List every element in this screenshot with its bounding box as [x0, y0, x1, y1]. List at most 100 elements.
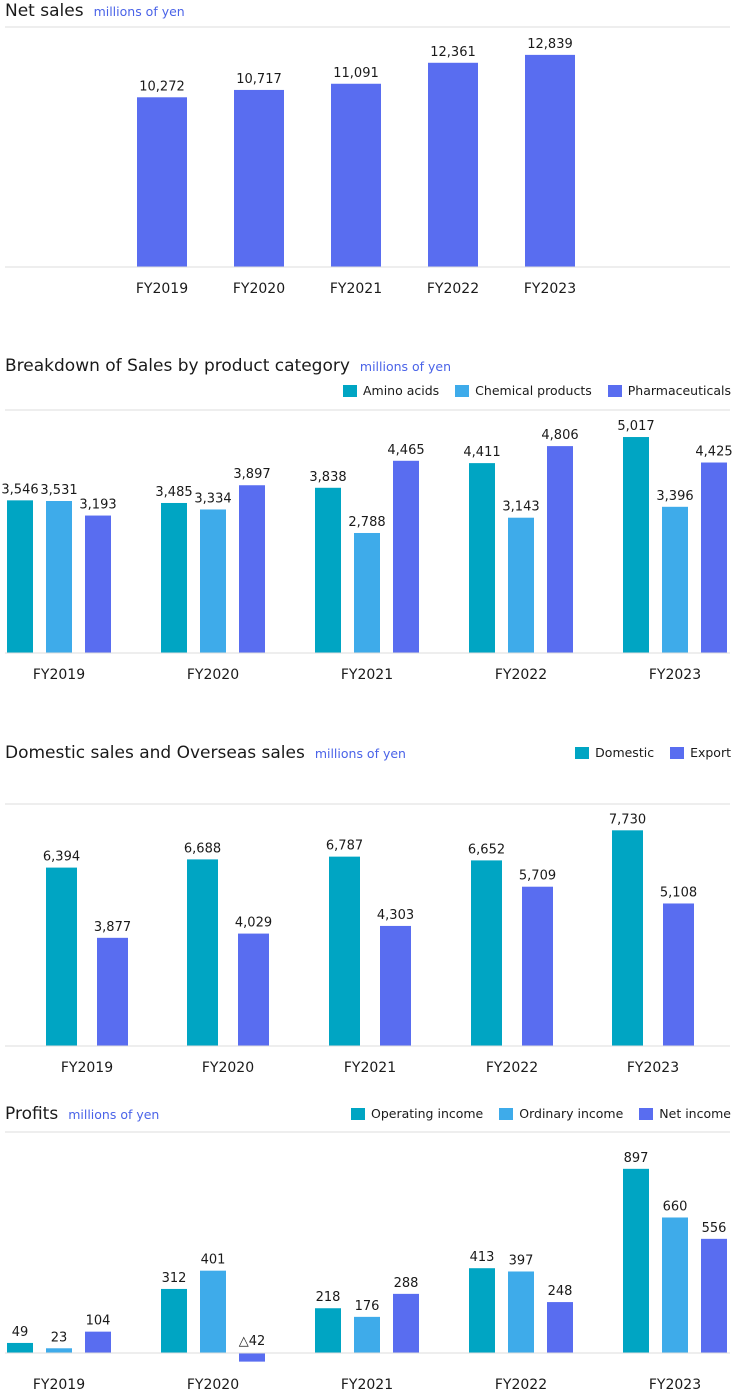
legend-swatch-net-income: [639, 1107, 654, 1120]
bar-fy2019-series-0: [46, 867, 77, 1046]
category-label-fy2021: FY2021: [341, 667, 393, 683]
net-sales-chart: 10,272 FY2019 10,717 FY2020 11,091 FY2021 12,3…: [5, 26, 730, 297]
category-label-fy2020: FY2020: [187, 1377, 239, 1393]
category-label-fy2023: FY2023: [649, 1377, 701, 1393]
legend-swatch-ordinary-income: [499, 1107, 514, 1120]
legend-item-operating-income: Operating income: [351, 1106, 483, 1121]
legend-label-amino-acids: Amino acids: [362, 383, 440, 398]
breakdown-heading: Breakdown of Sales by product category mi…: [5, 356, 451, 376]
bar-fy2019-series-1: [46, 1348, 72, 1353]
category-label-fy2021: FY2021: [330, 281, 382, 297]
value-label-fy2022-series-1: 397: [509, 1253, 534, 1268]
bar-fy2019-series-0: [7, 1342, 33, 1353]
category-label-fy2021: FY2021: [341, 1377, 393, 1393]
category-label-fy2023: FY2023: [649, 667, 701, 683]
value-label-fy2021-series-0: 11,091: [333, 66, 379, 81]
value-label-fy2021-series-2: 4,465: [387, 443, 424, 458]
bar-fy2022-series-1: [522, 886, 553, 1046]
category-label-fy2020: FY2020: [202, 1060, 254, 1076]
category-label-fy2022: FY2022: [495, 667, 547, 683]
category-label-fy2022: FY2022: [495, 1377, 547, 1393]
value-label-fy2020-series-0: 3,485: [155, 485, 192, 500]
value-label-fy2023-series-1: 5,108: [660, 885, 697, 900]
bar-fy2022-series-2: [547, 446, 573, 653]
value-label-fy2022-series-2: 248: [548, 1284, 573, 1299]
bar-fy2023-series-2: [701, 1238, 727, 1353]
category-label-fy2019: FY2019: [136, 281, 188, 297]
value-label-fy2022-series-1: 3,143: [502, 500, 539, 515]
value-label-fy2021-series-0: 218: [316, 1290, 341, 1305]
domestic-overseas-unit: millions of yen: [314, 746, 406, 761]
net-sales-title: Net sales: [5, 1, 84, 21]
value-label-fy2023-series-0: 5,017: [617, 419, 654, 434]
value-label-fy2020-series-0: 312: [162, 1271, 187, 1286]
bar-fy2023-series-1: [662, 1217, 688, 1353]
value-label-fy2020-series-2: 3,897: [233, 467, 270, 482]
legend-item-amino-acids: Amino acids: [342, 383, 440, 398]
bar-fy2022-series-1: [508, 1271, 534, 1353]
bar-fy2021-series-1: [380, 925, 411, 1046]
bar-fy2020-series-2: [239, 485, 265, 653]
bar-fy2021-series-0: [315, 487, 341, 653]
legend-swatch-pharmaceuticals: [607, 384, 622, 397]
bar-fy2021-series-0: [315, 1308, 341, 1353]
value-label-fy2023-series-1: 660: [663, 1199, 688, 1214]
value-label-fy2019-series-1: 3,531: [40, 483, 77, 498]
bar-fy2023-series-1: [663, 903, 694, 1046]
domestic-overseas-section: Domestic sales and Overseas sales million…: [0, 738, 735, 1076]
bar-fy2023-series-1: [662, 506, 688, 653]
legend-swatch-chemical-products: [455, 384, 470, 397]
breakdown-section: Breakdown of Sales by product category mi…: [0, 352, 735, 692]
legend-label-export: Export: [690, 745, 731, 760]
value-label-fy2019-series-0: 49: [12, 1325, 29, 1340]
category-label-fy2019: FY2019: [33, 667, 85, 683]
domestic-overseas-title: Domestic sales and Overseas sales: [5, 743, 305, 763]
value-label-fy2021-series-0: 3,838: [309, 470, 346, 485]
bar-fy2020-series-2: [239, 1353, 265, 1362]
value-label-fy2022-series-0: 12,361: [430, 45, 476, 60]
bar-fy2022-series-1: [508, 517, 534, 653]
profits-section: Profits millions of yen Operating income …: [0, 1100, 735, 1397]
domestic-overseas-chart: 6,394 3,877 FY2019 6,688 4,029 FY2020 6,787 4,3…: [5, 803, 730, 1076]
value-label-fy2023-series-2: 556: [702, 1221, 727, 1236]
value-label-fy2019-series-0: 3,546: [1, 482, 38, 497]
bar-fy2023-series-0: [612, 830, 643, 1046]
legend-label-pharmaceuticals: Pharmaceuticals: [627, 383, 731, 398]
bar-fy2022-series-0: [428, 62, 478, 268]
bar-fy2019-series-0: [137, 97, 187, 267]
legend-item-ordinary-income: Ordinary income: [499, 1106, 623, 1121]
category-label-fy2019: FY2019: [61, 1060, 113, 1076]
legend-swatch-export: [670, 746, 685, 759]
bar-fy2020-series-0: [161, 1288, 187, 1353]
legend-swatch-operating-income: [351, 1107, 365, 1120]
net-sales-heading: Net sales millions of yen: [5, 1, 185, 21]
value-label-fy2020-series-2: △42: [239, 1334, 266, 1349]
category-label-fy2021: FY2021: [344, 1060, 396, 1076]
value-label-fy2021-series-0: 6,787: [326, 839, 363, 854]
value-label-fy2023-series-1: 3,396: [656, 489, 693, 504]
bar-fy2019-series-0: [7, 500, 33, 653]
value-label-fy2022-series-2: 4,806: [541, 428, 578, 443]
bar-fy2022-series-2: [547, 1302, 573, 1353]
value-label-fy2020-series-1: 401: [201, 1253, 226, 1268]
legend-item-domestic: Domestic: [575, 745, 654, 760]
bar-fy2023-series-0: [623, 1168, 649, 1353]
category-label-fy2022: FY2022: [486, 1060, 538, 1076]
net-sales-unit: millions of yen: [93, 4, 185, 19]
profits-heading: Profits millions of yen: [5, 1104, 159, 1124]
profits-chart: 49 23 104 FY2019 312 401 △42 FY2020 218 176 288 FY2…: [5, 1131, 730, 1393]
value-label-fy2023-series-2: 4,425: [695, 445, 732, 460]
value-label-fy2021-series-1: 2,788: [348, 515, 385, 530]
bar-fy2020-series-0: [187, 859, 218, 1046]
value-label-fy2019-series-2: 3,193: [79, 498, 116, 513]
value-label-fy2022-series-0: 6,652: [468, 842, 505, 857]
legend-label-net-income: Net income: [659, 1106, 731, 1121]
value-label-fy2023-series-0: 12,839: [527, 37, 573, 52]
category-label-fy2023: FY2023: [627, 1060, 679, 1076]
bar-fy2022-series-0: [471, 860, 502, 1046]
value-label-fy2022-series-0: 413: [470, 1250, 495, 1265]
domestic-overseas-legend: Domestic Export: [575, 745, 731, 760]
bar-fy2019-series-1: [46, 500, 72, 653]
value-label-fy2019-series-1: 3,877: [94, 920, 131, 935]
bar-fy2020-series-1: [200, 509, 226, 653]
